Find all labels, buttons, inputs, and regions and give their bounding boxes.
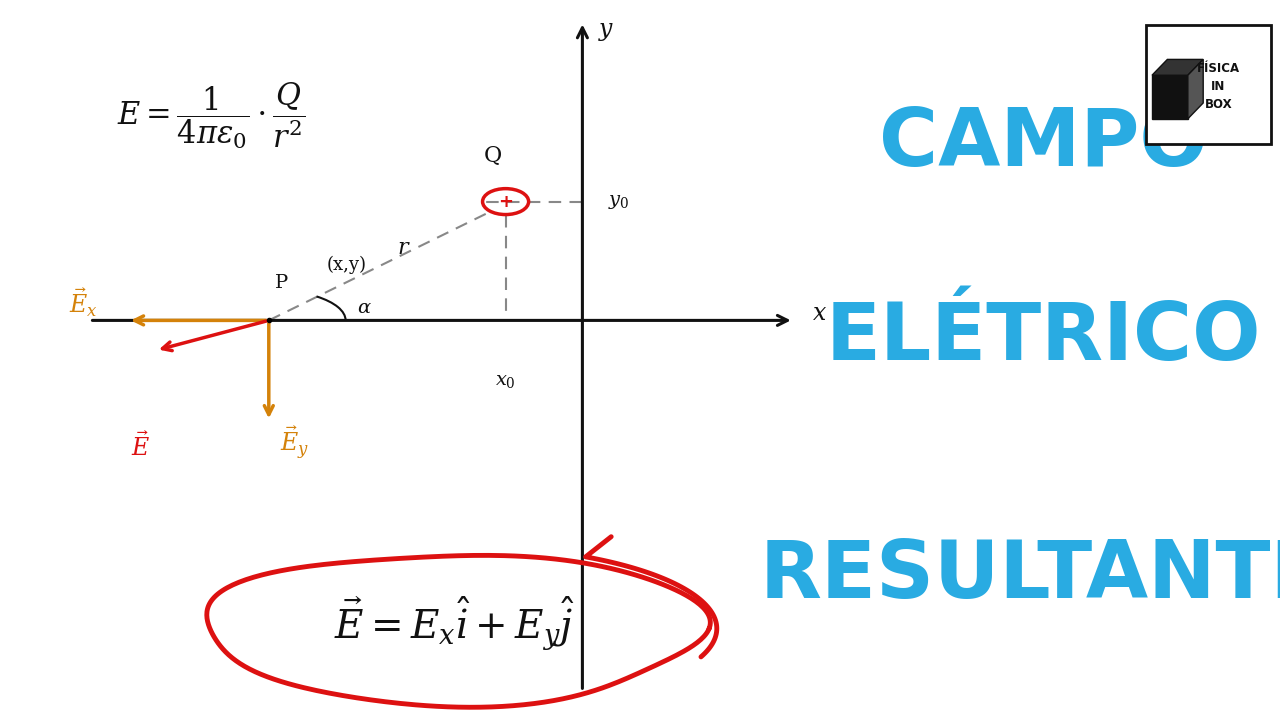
Text: $E = \dfrac{1}{4\pi\varepsilon_0} \cdot \dfrac{Q}{r^2}$: $E = \dfrac{1}{4\pi\varepsilon_0} \cdot …: [116, 80, 306, 150]
Polygon shape: [1152, 59, 1203, 75]
Text: x: x: [813, 302, 826, 325]
Text: $\vec{E} = E_x\hat{i} + E_y\hat{j}$: $\vec{E} = E_x\hat{i} + E_y\hat{j}$: [334, 594, 575, 652]
Text: FÍSICA: FÍSICA: [1197, 62, 1240, 75]
Polygon shape: [1152, 75, 1188, 119]
Polygon shape: [1188, 59, 1203, 119]
FancyBboxPatch shape: [1146, 25, 1271, 144]
Text: r: r: [398, 238, 408, 259]
Text: BOX: BOX: [1204, 98, 1233, 111]
Text: +: +: [498, 192, 513, 210]
Text: IN: IN: [1211, 80, 1226, 93]
Text: $y_0$: $y_0$: [608, 192, 630, 211]
Text: $\vec{E}_x$: $\vec{E}_x$: [69, 286, 97, 319]
Text: (x,y): (x,y): [326, 256, 366, 274]
Text: $\alpha$: $\alpha$: [357, 298, 372, 317]
Text: y: y: [599, 18, 612, 41]
Text: P: P: [275, 274, 288, 292]
Text: RESULTANTE: RESULTANTE: [760, 537, 1280, 615]
Text: $x_0$: $x_0$: [495, 371, 516, 390]
Text: CAMPO: CAMPO: [879, 105, 1207, 183]
Text: Q: Q: [484, 145, 502, 167]
Text: $\vec{E}$: $\vec{E}$: [131, 431, 151, 462]
Text: ELÉTRICO: ELÉTRICO: [826, 300, 1261, 377]
Text: $\vec{E}_y$: $\vec{E}_y$: [280, 423, 308, 462]
